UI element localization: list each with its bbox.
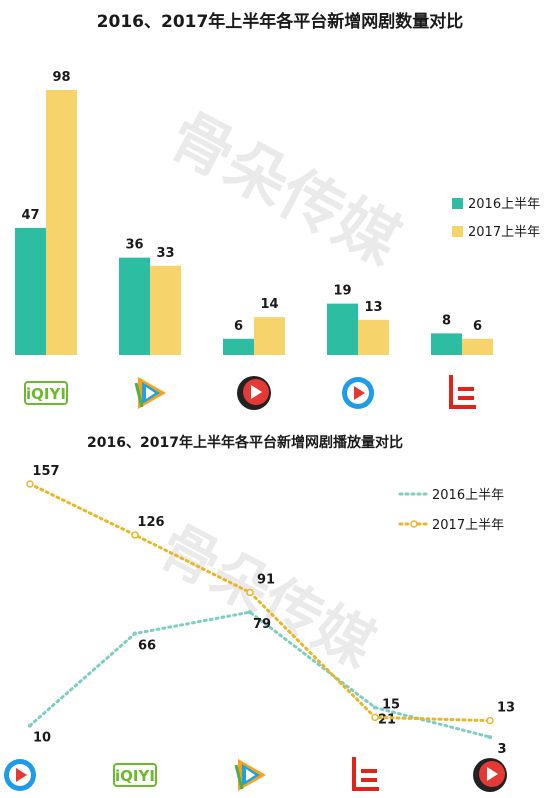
svg-text:iQIYI: iQIYI xyxy=(26,385,66,403)
letv-logo xyxy=(352,757,379,791)
tencent-video-logo xyxy=(234,759,266,791)
line-point-2017-1 xyxy=(131,531,139,539)
line-point-2016-0 xyxy=(28,723,32,728)
line-value-label-2016-4: 3 xyxy=(497,742,506,757)
line-value-label-2016-2: 79 xyxy=(253,617,271,632)
line-chart: 10 66 79 21 3 157 126 91 15 13 iQIYI xyxy=(4,464,515,792)
sohu-video-logo xyxy=(4,759,36,791)
line-point-2016-1 xyxy=(133,631,137,636)
bar-value-label-2016-1: 36 xyxy=(125,238,143,253)
line-legend-label-1: 2017上半年 xyxy=(432,518,504,533)
line-value-label-2017-1: 126 xyxy=(137,515,164,530)
bar-2016-4 xyxy=(431,333,462,355)
bar-value-label-2017-3: 13 xyxy=(364,300,382,315)
line-value-label-2016-1: 66 xyxy=(138,639,156,654)
line-legend-marker xyxy=(410,520,418,528)
line-point-2017-4 xyxy=(486,716,494,725)
bar-value-label-2017-0: 98 xyxy=(52,70,70,85)
legend-swatch-0 xyxy=(452,198,463,209)
bar-2017-0 xyxy=(46,90,77,355)
watermark-top: 骨朵传媒 xyxy=(158,98,412,279)
line-chart-legend: 2016上半年 2017上半年 xyxy=(398,488,504,533)
line-value-label-2016-0: 10 xyxy=(33,731,51,746)
bar-2017-4 xyxy=(462,338,493,355)
bar-2016-0 xyxy=(15,227,46,355)
legend-label-0: 2016上半年 xyxy=(468,197,540,212)
bar-2017-2 xyxy=(254,317,285,355)
bar-chart-title: 2016、2017年上半年各平台新增网剧数量对比 xyxy=(97,11,464,32)
line-value-label-2017-0: 157 xyxy=(32,464,59,479)
line-value-label-2017-2: 91 xyxy=(257,572,275,587)
line-point-2016-3 xyxy=(373,705,377,710)
line-point-2017-2 xyxy=(246,588,254,597)
iqiyi-logo: iQIYI xyxy=(24,381,68,405)
bar-value-label-2017-1: 33 xyxy=(156,246,174,261)
bar-chart: 47 98 iQIYI 36 33 6 14 19 13 8 6 xyxy=(15,70,493,410)
bar-2016-2 xyxy=(223,338,254,355)
legend-swatch-1 xyxy=(452,226,463,237)
bar-2017-1 xyxy=(150,265,181,355)
svg-text:iQIYI: iQIYI xyxy=(115,767,155,785)
sohu-video-logo xyxy=(342,377,374,409)
bar-2016-1 xyxy=(119,257,150,355)
bar-chart-legend: 2016上半年 2017上半年 xyxy=(452,197,540,240)
bar-value-label-2017-2: 14 xyxy=(260,297,278,312)
line-point-2016-4 xyxy=(488,735,492,740)
line-chart-title: 2016、2017年上半年各平台新增网剧播放量对比 xyxy=(87,434,403,451)
bar-value-label-2017-4: 6 xyxy=(473,319,482,334)
bar-2017-3 xyxy=(358,319,389,355)
line-point-2016-2 xyxy=(248,610,252,615)
legend-label-1: 2017上半年 xyxy=(468,225,540,240)
letv-logo xyxy=(449,375,476,409)
bar-value-label-2016-4: 8 xyxy=(442,313,451,328)
line-series-2017 xyxy=(28,482,492,723)
line-value-label-2016-3: 21 xyxy=(378,712,396,727)
bar-2016-3 xyxy=(327,303,358,355)
line-point-2017-3 xyxy=(371,713,379,722)
youku-logo xyxy=(473,758,507,792)
iqiyi-logo: iQIYI xyxy=(113,763,157,787)
line-point-2017-0 xyxy=(26,480,34,488)
line-value-label-2017-3: 15 xyxy=(382,697,400,712)
youku-logo xyxy=(237,376,271,410)
line-value-label-2017-4: 13 xyxy=(497,701,515,716)
bar-value-label-2016-2: 6 xyxy=(234,319,243,334)
bar-value-label-2016-3: 19 xyxy=(333,284,351,299)
bar-value-label-2016-0: 47 xyxy=(21,208,39,223)
watermark-bottom: 骨朵传媒 xyxy=(149,511,387,680)
line-legend-label-0: 2016上半年 xyxy=(432,488,504,503)
tencent-video-logo xyxy=(134,377,166,409)
